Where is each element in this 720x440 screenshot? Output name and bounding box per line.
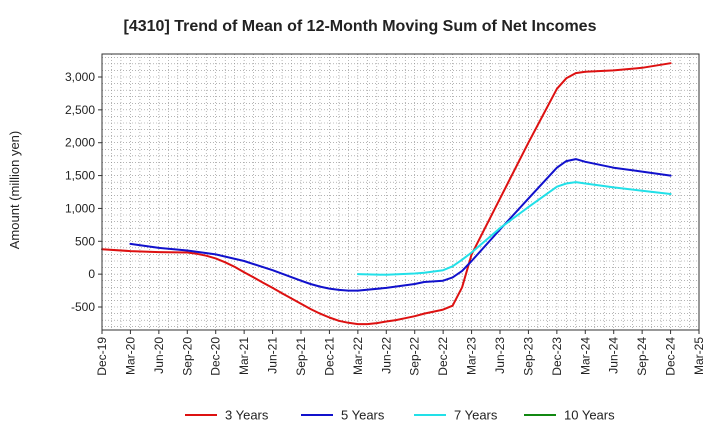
y-axis-label: Amount (million yen) [7, 131, 22, 250]
x-tick-label: Sep-22 [408, 337, 422, 376]
y-tick-label: 0 [88, 267, 95, 281]
x-tick-label: Dec-23 [550, 337, 564, 376]
x-tick-label: Mar-21 [237, 337, 251, 375]
x-tick-label: Jun-21 [266, 337, 280, 374]
y-tick-label: -500 [71, 300, 95, 314]
x-ticks: Dec-19 Mar-20 Jun-20 Sep-20 Dec-20 Mar-21 Jun-… [95, 330, 706, 376]
chart-title: [4310] Trend of Mean of 12-Month Moving … [124, 18, 597, 35]
x-tick-label: Dec-20 [209, 337, 223, 376]
x-tick-label: Mar-22 [351, 337, 365, 375]
y-ticks: -500 0 500 1,000 1,500 2,000 2,500 3,000 [65, 70, 102, 314]
legend-label: 5 Years [341, 408, 385, 423]
y-tick-label: 2,500 [65, 103, 95, 117]
y-tick-label: 3,000 [65, 70, 95, 84]
series-lines [101, 62, 672, 326]
y-tick-label: 1,500 [65, 169, 95, 183]
x-tick-label: Mar-25 [692, 337, 706, 375]
y-tick-label: 2,000 [65, 136, 95, 150]
x-tick-label: Dec-19 [95, 337, 109, 376]
x-tick-label: Jun-24 [607, 337, 621, 374]
x-tick-label: Dec-22 [436, 337, 450, 376]
y-tick-label: 500 [75, 234, 95, 248]
x-tick-label: Sep-23 [521, 337, 535, 376]
x-tick-label: Sep-20 [180, 337, 194, 376]
series-line-7-years [356, 181, 672, 276]
series-line-5-years [129, 158, 672, 292]
x-tick-label: Dec-24 [664, 337, 678, 376]
plot-frame [101, 53, 700, 331]
x-tick-label: Mar-23 [465, 337, 479, 375]
x-tick-label: Dec-21 [322, 337, 336, 376]
legend-label: 3 Years [225, 408, 269, 423]
x-tick-label: Jun-22 [379, 337, 393, 374]
x-tick-label: Mar-24 [578, 337, 592, 375]
y-tick-label: 1,000 [65, 201, 95, 215]
legend-label: 10 Years [564, 408, 615, 423]
legend-label: 7 Years [454, 408, 498, 423]
series-line-3-years [101, 62, 672, 326]
x-tick-label: Jun-20 [152, 337, 166, 374]
x-tick-label: Sep-21 [294, 337, 308, 376]
x-tick-label: Sep-24 [635, 337, 649, 376]
grid [102, 54, 699, 330]
legend: 3 Years 5 Years 7 Years 10 Years [185, 408, 615, 423]
x-tick-label: Jun-23 [493, 337, 507, 374]
x-tick-label: Mar-20 [123, 337, 137, 375]
